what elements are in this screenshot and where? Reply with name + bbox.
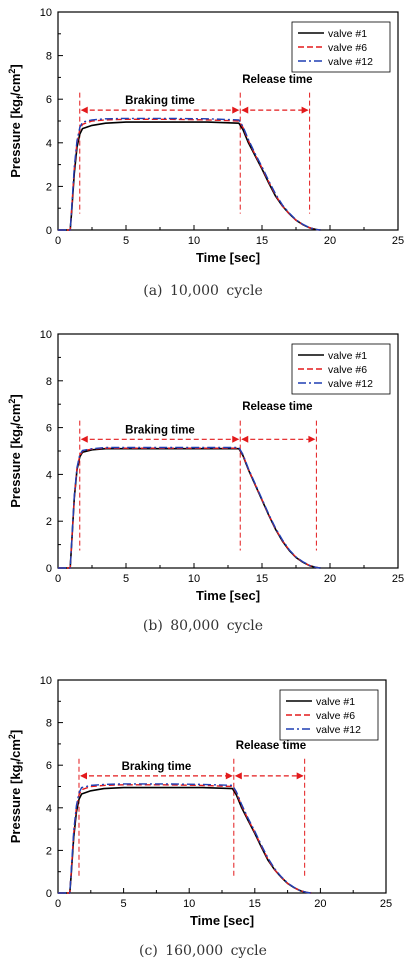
x-axis-label: Time [sec]	[190, 913, 254, 928]
y-axis-label: Pressure [kgf/cm2]	[7, 64, 25, 178]
arrowhead	[79, 772, 87, 780]
x-tick-label: 25	[380, 898, 392, 910]
chart-caption: (c) 160,000 cycle	[139, 943, 267, 959]
arrowhead	[232, 106, 240, 114]
series-line-valve-12	[58, 446, 321, 569]
series-line-valve-6	[58, 118, 321, 231]
braking-time-label: Braking time	[125, 424, 195, 436]
arrowhead	[301, 106, 309, 114]
y-tick-label: 0	[46, 225, 52, 237]
series-line-valve-1	[58, 786, 312, 894]
x-tick-label: 5	[123, 235, 129, 247]
series-line-valve-1	[58, 447, 321, 569]
legend-label: valve #6	[316, 710, 355, 722]
pressure-chart-160000-cycle: 0 5 10 15 20 25 0 2 4 6 8 10 Time [sec] Pressure [kgf…	[7, 675, 392, 928]
arrowhead	[232, 435, 240, 443]
y-tick-label: 2	[46, 516, 52, 528]
y-tick-label: 4	[46, 469, 52, 481]
chart-panel-80000-cycle: 0 5 10 15 20 25 0 2 4 6 8 10 Time [sec] Pressure [kgf…	[0, 322, 406, 634]
series-line-valve-12	[58, 117, 321, 231]
y-tick-label: 6	[46, 760, 52, 772]
x-tick-label: 20	[324, 573, 336, 585]
x-tick-label: 0	[55, 235, 61, 247]
x-tick-label: 25	[392, 573, 404, 585]
legend-label: valve #1	[316, 696, 355, 708]
arrowhead	[234, 772, 242, 780]
series-line-valve-1	[58, 121, 321, 231]
y-axis-label: Pressure [kgf/cm2]	[7, 730, 25, 844]
x-tick-label: 10	[188, 573, 200, 585]
braking-time-label: Braking time	[122, 761, 192, 773]
arrowhead	[80, 435, 88, 443]
y-tick-label: 6	[46, 94, 52, 106]
legend-label: valve #12	[328, 378, 373, 390]
y-tick-label: 2	[46, 845, 52, 857]
y-tick-label: 8	[46, 51, 52, 63]
arrowhead	[296, 772, 304, 780]
x-tick-label: 15	[256, 235, 268, 247]
x-tick-label: 10	[183, 898, 195, 910]
arrowhead	[225, 772, 233, 780]
series-line-valve-6	[58, 784, 312, 894]
arrowhead	[80, 106, 88, 114]
legend-label: valve #6	[328, 42, 367, 54]
series-line-valve-6	[58, 447, 321, 569]
arrowhead	[241, 435, 249, 443]
legend-label: valve #12	[316, 724, 361, 736]
x-tick-label: 15	[256, 573, 268, 585]
y-tick-label: 8	[46, 718, 52, 730]
x-tick-label: 25	[392, 235, 404, 247]
chart-caption: (a) 10,000 cycle	[143, 283, 263, 299]
chart-panel-160000-cycle: 0 5 10 15 20 25 0 2 4 6 8 10 Time [sec] Pressure [kgf…	[0, 653, 406, 963]
arrowhead	[308, 435, 316, 443]
legend-label: valve #1	[328, 28, 367, 40]
x-axis-label: Time [sec]	[196, 250, 260, 265]
x-tick-label: 15	[249, 898, 261, 910]
release-time-label: Release time	[236, 740, 306, 752]
x-axis-label: Time [sec]	[196, 588, 260, 603]
legend-label: valve #12	[328, 56, 373, 68]
pressure-chart-80000-cycle: 0 5 10 15 20 25 0 2 4 6 8 10 Time [sec] Pressure [kgf…	[7, 329, 404, 603]
y-tick-label: 0	[46, 888, 52, 900]
x-tick-label: 0	[55, 898, 61, 910]
y-tick-label: 10	[40, 675, 52, 687]
x-tick-label: 0	[55, 573, 61, 585]
y-tick-label: 10	[40, 329, 52, 341]
x-tick-label: 20	[314, 898, 326, 910]
series-line-valve-12	[58, 783, 312, 894]
release-time-label: Release time	[242, 74, 312, 86]
x-tick-label: 5	[123, 573, 129, 585]
y-tick-label: 4	[46, 138, 52, 150]
arrowhead	[241, 106, 249, 114]
y-tick-label: 0	[46, 563, 52, 575]
legend-label: valve #6	[328, 364, 367, 376]
y-tick-label: 4	[46, 803, 52, 815]
release-time-label: Release time	[242, 401, 312, 413]
pressure-chart-10000-cycle: 0 5 10 15 20 25 0 2 4 6 8 10 Time [sec] Pressure [kgf…	[7, 7, 404, 265]
chart-caption: (b) 80,000 cycle	[142, 618, 264, 634]
y-axis-label: Pressure [kgf/cm2]	[7, 394, 25, 508]
x-tick-label: 10	[188, 235, 200, 247]
x-tick-label: 20	[324, 235, 336, 247]
y-tick-label: 8	[46, 376, 52, 388]
x-tick-label: 5	[121, 898, 127, 910]
y-tick-label: 10	[40, 7, 52, 19]
y-tick-label: 6	[46, 423, 52, 435]
y-tick-label: 2	[46, 181, 52, 193]
legend-label: valve #1	[328, 350, 367, 362]
braking-time-label: Braking time	[125, 95, 195, 107]
chart-panel-10000-cycle: 0 5 10 15 20 25 0 2 4 6 8 10 Time [sec] Pressure [kgf…	[0, 0, 406, 310]
